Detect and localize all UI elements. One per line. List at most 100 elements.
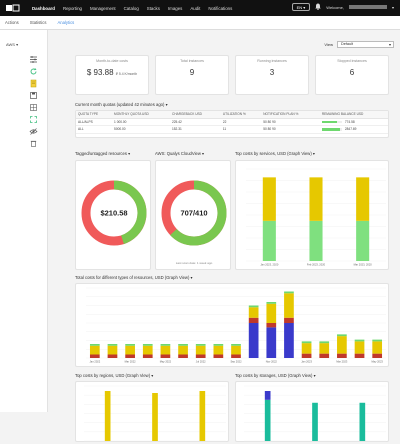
bar-segment[interactable] <box>284 317 294 323</box>
bar-segment[interactable] <box>319 343 330 354</box>
nav-management[interactable]: Management <box>89 5 116 11</box>
trash-icon[interactable] <box>29 139 38 149</box>
chevron-down-icon[interactable]: ▾ <box>128 151 131 156</box>
bar-segment[interactable] <box>284 293 294 318</box>
chevron-down-icon[interactable]: ▾ <box>313 373 316 378</box>
bar-segment[interactable] <box>266 327 277 358</box>
chevron-down-icon[interactable]: ▾ <box>312 151 315 156</box>
donut-segment-green[interactable] <box>81 180 147 246</box>
expand-icon[interactable] <box>29 115 38 125</box>
bar-segment[interactable] <box>319 341 330 344</box>
bar-segment[interactable] <box>262 220 276 261</box>
bar-segment[interactable] <box>372 341 383 354</box>
tab-actions[interactable]: Actions <box>5 20 19 25</box>
bar-segment[interactable] <box>248 305 259 308</box>
bar-segment[interactable] <box>89 354 100 359</box>
bar-segment[interactable] <box>337 334 347 337</box>
refresh-icon[interactable] <box>29 67 38 77</box>
bar-segment[interactable] <box>248 323 259 358</box>
bar-segment[interactable] <box>354 339 365 342</box>
bar-segment[interactable] <box>248 317 259 323</box>
app-logo[interactable] <box>6 3 24 13</box>
bar-segment[interactable] <box>309 177 323 221</box>
bar-segment[interactable] <box>301 341 312 344</box>
bar-segment[interactable] <box>213 354 224 359</box>
bar-segment[interactable] <box>264 391 271 400</box>
bar-segment[interactable] <box>354 353 365 358</box>
bar-segment[interactable] <box>178 345 188 355</box>
bar-segment[interactable] <box>356 220 370 261</box>
bar-segment[interactable] <box>195 344 206 346</box>
bar-segment[interactable] <box>262 177 276 221</box>
chevron-down-icon[interactable]: ▾ <box>190 275 193 280</box>
user-menu-chevron-icon[interactable]: ▾ <box>391 4 394 10</box>
bar-segment[interactable] <box>248 307 259 318</box>
tab-statistics[interactable]: Statistics <box>29 20 47 25</box>
bar-segment[interactable] <box>231 345 241 355</box>
bar-segment[interactable] <box>195 354 206 359</box>
bar-segment[interactable] <box>231 344 241 346</box>
bar-segment[interactable] <box>266 303 277 323</box>
bar-segment[interactable] <box>266 323 277 328</box>
table-row[interactable]: ALL/ALPS 1 000.00 225.42 22 50 80 90 774… <box>76 118 388 127</box>
bar-segment[interactable] <box>354 341 365 354</box>
language-select[interactable]: EN ▾ <box>291 3 311 11</box>
bar-segment[interactable] <box>231 354 241 359</box>
nav-stacks[interactable]: Stacks <box>146 5 160 11</box>
bar-segment[interactable] <box>199 391 206 441</box>
nav-catalog[interactable]: Catalog <box>123 5 139 11</box>
bar-segment[interactable] <box>178 354 188 359</box>
bar-segment[interactable] <box>372 339 383 342</box>
bar-segment[interactable] <box>160 344 171 346</box>
bar-segment[interactable] <box>266 302 277 304</box>
bar-segment[interactable] <box>284 291 294 294</box>
bar-segment[interactable] <box>107 344 118 346</box>
bar-segment[interactable] <box>195 345 206 355</box>
bar-segment[interactable] <box>309 220 323 261</box>
view-select[interactable]: Default ▾ <box>337 41 394 48</box>
grid-icon[interactable] <box>29 103 38 113</box>
bar-segment[interactable] <box>142 344 153 346</box>
document-icon[interactable] <box>29 79 38 89</box>
bar-segment[interactable] <box>125 344 135 346</box>
bar-segment[interactable] <box>312 402 318 441</box>
nav-audit[interactable]: Audit <box>190 5 201 11</box>
nav-reporting[interactable]: Reporting <box>62 5 82 11</box>
table-row[interactable]: ALL 5000.00 152.31 11 50 80 90 2847.69 <box>76 125 388 134</box>
bar-segment[interactable] <box>142 354 153 359</box>
bar-segment[interactable] <box>359 402 366 441</box>
bar-segment[interactable] <box>104 391 111 441</box>
donut-segment-green[interactable] <box>161 180 227 246</box>
bar-segment[interactable] <box>337 336 347 354</box>
nav-dashboard[interactable]: Dashboard <box>32 5 55 11</box>
bar-segment[interactable] <box>89 345 100 355</box>
bar-segment[interactable] <box>125 354 135 359</box>
bar-segment[interactable] <box>301 343 312 354</box>
bar-segment[interactable] <box>160 354 171 359</box>
username-redacted[interactable] <box>348 5 387 9</box>
filter-icon[interactable] <box>29 55 38 65</box>
bar-segment[interactable] <box>152 393 158 441</box>
bar-segment[interactable] <box>264 399 271 441</box>
bar-segment[interactable] <box>372 353 383 358</box>
tab-analytics[interactable]: Analytics <box>57 20 75 25</box>
bar-segment[interactable] <box>178 344 188 346</box>
bar-segment[interactable] <box>301 353 312 358</box>
save-icon[interactable] <box>29 91 38 101</box>
bar-segment[interactable] <box>213 344 224 346</box>
bell-icon[interactable] <box>315 3 321 11</box>
bar-segment[interactable] <box>284 323 294 358</box>
bar-segment[interactable] <box>337 353 347 358</box>
chevron-down-icon[interactable]: ▾ <box>165 102 168 107</box>
account-select[interactable]: AWS ▾ <box>6 42 19 47</box>
nav-images[interactable]: Images <box>167 5 183 11</box>
bar-segment[interactable] <box>107 345 118 355</box>
bar-segment[interactable] <box>142 345 153 355</box>
bar-segment[interactable] <box>356 177 370 221</box>
bar-segment[interactable] <box>107 354 118 359</box>
bar-segment[interactable] <box>319 353 330 358</box>
chevron-down-icon[interactable]: ▾ <box>202 151 205 156</box>
bar-segment[interactable] <box>213 345 224 355</box>
bar-segment[interactable] <box>160 345 171 355</box>
nav-notifications[interactable]: Notifications <box>208 5 233 11</box>
